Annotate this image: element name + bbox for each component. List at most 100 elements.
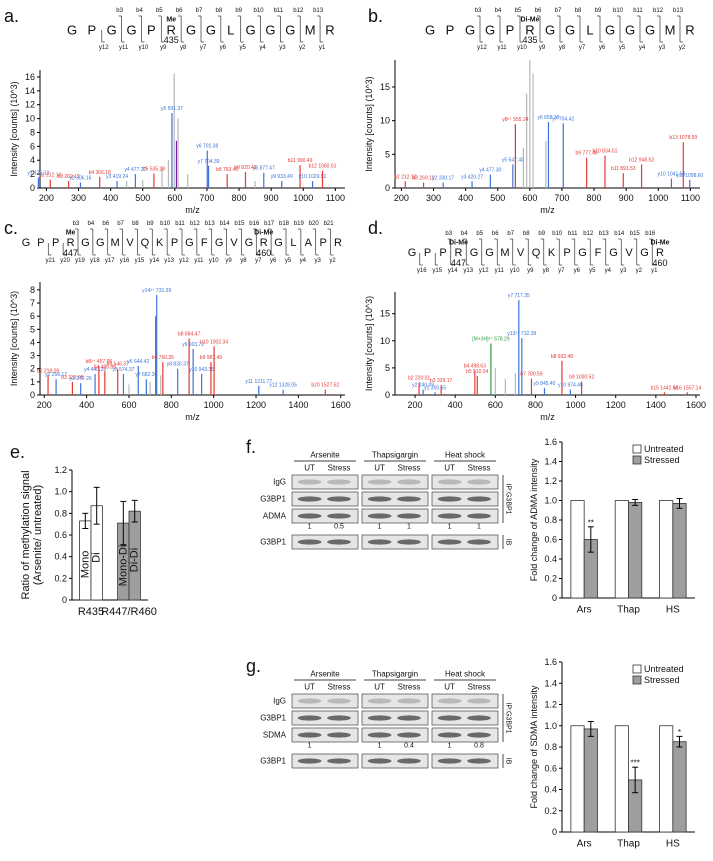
blot-band bbox=[397, 715, 421, 721]
peak-label: b9 777.46 bbox=[576, 151, 598, 157]
blot-band bbox=[327, 496, 351, 502]
peak-label: b20 1527.52 bbox=[311, 383, 339, 389]
blot-strip bbox=[431, 710, 499, 726]
x-tick-label: 1000 bbox=[566, 400, 586, 410]
row-label: IgG bbox=[273, 478, 286, 487]
peak-label: y5 574.37 bbox=[112, 367, 134, 373]
b-ion-label: b12 bbox=[653, 8, 664, 14]
residue: P bbox=[171, 237, 178, 249]
blot-strip bbox=[431, 491, 499, 507]
residue: G bbox=[609, 247, 618, 259]
y-tick-label: 15 bbox=[380, 309, 390, 319]
blot-band bbox=[327, 732, 351, 738]
y-ion-label: y2 bbox=[679, 45, 686, 51]
residue: M bbox=[500, 247, 509, 259]
peak-label: y4 477.30 bbox=[479, 168, 501, 174]
residue: R bbox=[334, 237, 342, 249]
quantification: 0.8 bbox=[474, 743, 484, 750]
peak-label: y8²⁺ 555.24 bbox=[502, 117, 528, 123]
residue: G bbox=[265, 23, 275, 38]
b-ion-label: b9 bbox=[538, 231, 545, 237]
y-ion-label: y10 bbox=[517, 45, 527, 51]
peak-label: b15 1442.58 bbox=[651, 385, 679, 391]
y-ion-label: y5 bbox=[240, 45, 247, 51]
panel-letter: g. bbox=[246, 656, 261, 676]
b-ion-label: b9 bbox=[595, 8, 602, 14]
residue: G bbox=[22, 237, 31, 249]
y-ion-label: y4 bbox=[639, 45, 646, 51]
blot-strip bbox=[361, 491, 429, 507]
x-tick-label: Thap bbox=[617, 839, 640, 850]
residue: F bbox=[595, 247, 602, 259]
b-ion-label: b3 bbox=[73, 221, 80, 227]
y-axis-title: Intensity [counts] (10^3) bbox=[9, 81, 19, 176]
blot-strip bbox=[291, 727, 359, 743]
peak-label: y7 717.35 bbox=[508, 293, 530, 299]
panel-letter: e. bbox=[10, 442, 25, 462]
b-ion-label: b4 bbox=[136, 8, 143, 14]
b-ion-label: b19 bbox=[294, 221, 305, 227]
peak-label: y6 701.38 bbox=[196, 144, 218, 150]
treatment-label: Heat shock bbox=[445, 670, 486, 679]
y-ion-label: y5 bbox=[589, 268, 596, 274]
residue: A bbox=[305, 237, 313, 249]
legend-label: Stressed bbox=[644, 455, 680, 465]
modification: Di-Me bbox=[650, 240, 669, 247]
blot-band bbox=[437, 479, 462, 485]
bar-label: Di-Di bbox=[129, 548, 141, 572]
b-ion-label: b12 bbox=[293, 8, 304, 14]
peak-label: b4 498.63 bbox=[464, 364, 486, 370]
residue: G bbox=[81, 237, 90, 249]
blot-band bbox=[367, 479, 392, 485]
peak-label: y10 943.35 bbox=[189, 367, 214, 373]
y-tick-label: 4 bbox=[30, 337, 35, 347]
row-label: SDMA bbox=[263, 731, 287, 740]
y-ion-label: y21 bbox=[45, 258, 55, 264]
residue: G bbox=[408, 247, 417, 259]
peak-label: y5 547.40 bbox=[502, 157, 524, 163]
site-number: 460 bbox=[652, 258, 667, 268]
row-label: ADMA bbox=[263, 512, 287, 521]
x-tick-label: 200 bbox=[37, 400, 52, 410]
peak-label: b8 763.40 bbox=[216, 167, 238, 173]
y-ion-label: y4 bbox=[605, 268, 612, 274]
bar bbox=[570, 725, 585, 833]
peak-label: y7 704.42 bbox=[552, 116, 574, 122]
significance: *** bbox=[630, 759, 639, 768]
y-tick-label: 0 bbox=[552, 827, 557, 837]
x-tick-label: 1600 bbox=[331, 400, 351, 410]
blot-band bbox=[397, 732, 421, 738]
blot-band bbox=[327, 698, 351, 704]
y-tick-label: 0 bbox=[385, 183, 390, 193]
peak-label: y8 877.47 bbox=[253, 166, 275, 172]
y-ion-label: y10 bbox=[510, 268, 520, 274]
ip-label: IP:G3BP1 bbox=[505, 483, 512, 514]
y-tick-label: 1 bbox=[30, 377, 35, 387]
peak-label: b8²⁺ 457.96 bbox=[86, 359, 113, 365]
y-ion-label: y12 bbox=[479, 268, 489, 274]
peak-label: y3 419.24 bbox=[106, 174, 128, 180]
treatment-label: Thapsigargin bbox=[372, 670, 418, 679]
peak-label: y8 830.37 bbox=[167, 362, 189, 368]
blot-band bbox=[437, 513, 462, 519]
legend-swatch bbox=[632, 455, 642, 465]
peak-label: [M+3H]³⁺ 578.29 bbox=[472, 337, 509, 343]
y-tick-label: 5 bbox=[385, 149, 390, 159]
blot-strip bbox=[361, 534, 429, 550]
residue: P bbox=[506, 23, 515, 38]
y-ion-label: y12 bbox=[179, 258, 189, 264]
residue: P bbox=[563, 247, 570, 259]
peak-label: y9 933.49 bbox=[271, 174, 293, 180]
y-ion-label: y8 bbox=[559, 45, 566, 51]
residue: G bbox=[645, 23, 655, 38]
y-ion-label: y7 bbox=[200, 45, 207, 51]
residue: V bbox=[625, 247, 633, 259]
blot-band bbox=[397, 479, 421, 485]
b-ion-label: b3 bbox=[116, 8, 123, 14]
x-tick-label: 1200 bbox=[606, 400, 626, 410]
y-tick-label: 0.6 bbox=[544, 535, 557, 545]
blot-band bbox=[297, 732, 322, 738]
residue: K bbox=[156, 237, 164, 249]
y-ion-label: y8 bbox=[543, 268, 550, 274]
blot-band bbox=[397, 758, 421, 764]
